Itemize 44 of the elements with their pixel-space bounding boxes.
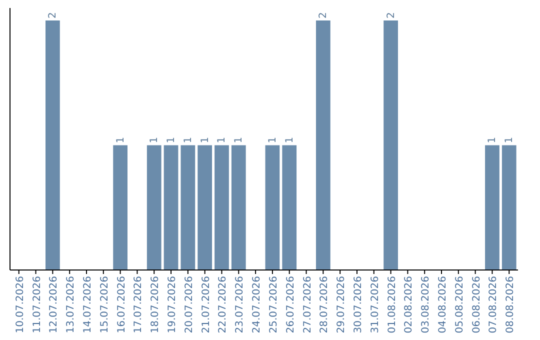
- data-label: 1: [200, 136, 211, 144]
- x-tick-label: 17.07.2026: [133, 276, 144, 334]
- x-tick-label: 13.07.2026: [66, 276, 77, 334]
- x-tick-label: 16.07.2026: [116, 276, 128, 334]
- x-tick-label: 19.07.2026: [167, 276, 178, 334]
- x-tick-label: 05.08.2026: [454, 276, 466, 334]
- x-tick-label: 15.07.2026: [99, 276, 110, 334]
- data-label: 2: [48, 12, 59, 18]
- x-tick-label: 14.07.2026: [82, 276, 94, 334]
- x-tick-label: 10.07.2026: [14, 276, 26, 334]
- data-label: 1: [487, 136, 498, 144]
- x-tick-label: 22.07.2026: [218, 276, 229, 334]
- x-tick-label: 03.08.2026: [420, 276, 432, 334]
- data-label: 2: [386, 12, 397, 18]
- data-label: 1: [504, 136, 516, 144]
- x-tick-label: 23.07.2026: [234, 276, 246, 334]
- data-label: 2: [318, 12, 330, 18]
- x-tick-label: 30.07.2026: [352, 276, 364, 334]
- x-tick-label: 07.08.2026: [488, 276, 500, 334]
- x-tick-label: 01.08.2026: [386, 276, 398, 334]
- data-label: 1: [234, 136, 245, 144]
- x-tick-label: 28.07.2026: [319, 276, 330, 334]
- x-tick-label: 21.07.2026: [200, 276, 212, 334]
- x-tick-label: 29.07.2026: [336, 276, 348, 334]
- data-label: 1: [216, 136, 228, 144]
- data-label: 1: [149, 136, 160, 144]
- data-label: 1: [284, 136, 296, 144]
- x-tick-label: 08.08.2026: [505, 276, 516, 334]
- x-tick-label: 24.07.2026: [252, 276, 263, 334]
- x-tick-label: 20.07.2026: [184, 276, 195, 334]
- x-tick-label: 26.07.2026: [285, 276, 296, 334]
- x-tick-label: 02.08.2026: [404, 276, 415, 334]
- x-tick-label: 12.07.2026: [48, 276, 60, 334]
- x-tick-label: 31.07.2026: [370, 276, 381, 334]
- x-tick-label: 27.07.2026: [302, 276, 314, 334]
- data-label: 1: [182, 136, 194, 144]
- data-label: 1: [115, 136, 126, 144]
- x-tick-label: 11.07.2026: [32, 276, 43, 334]
- x-tick-label: 25.07.2026: [268, 276, 280, 334]
- x-tick-label: 04.08.2026: [438, 276, 449, 334]
- x-tick-label: 06.08.2026: [471, 276, 482, 334]
- data-label: 1: [166, 136, 178, 144]
- x-tick-label: 18.07.2026: [150, 276, 162, 334]
- data-label: 1: [267, 136, 278, 144]
